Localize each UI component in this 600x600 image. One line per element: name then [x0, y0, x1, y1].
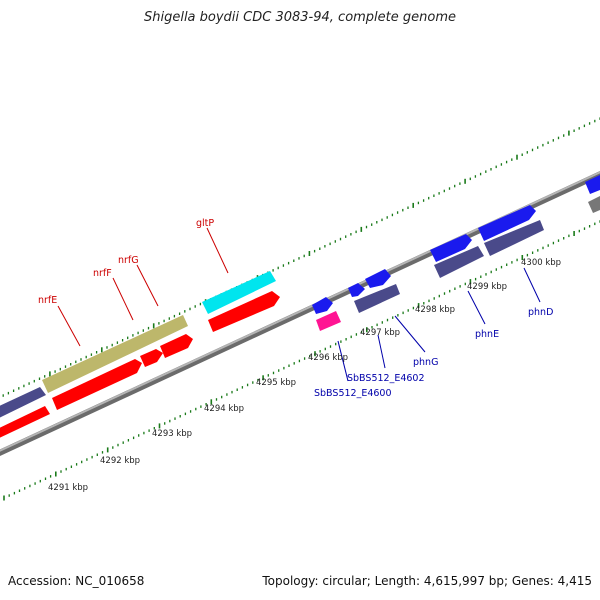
feature-olive [42, 315, 188, 393]
leader-phnE [467, 290, 486, 325]
scale-label: 4292 kbp [100, 456, 140, 466]
leader-phnG [394, 315, 426, 353]
cds-navy-phn-1 [434, 246, 484, 278]
cds-blue-phn-2 [478, 205, 536, 241]
map-title: Shigella boydii CDC 3083-94, complete ge… [143, 10, 457, 25]
feature-cyan [202, 271, 276, 314]
tick-row-top [2, 117, 600, 397]
gene-label-E4602: SbBS512_E4602 [347, 373, 425, 384]
leader-lines [57, 227, 541, 382]
genome-summary-text: Topology: circular; Length: 4,615,997 bp… [262, 574, 592, 588]
cds-blue-small-3 [365, 269, 391, 288]
gene-label-gltP: gltP [196, 218, 214, 229]
feature-blocks [0, 175, 600, 438]
cds-red-left [0, 406, 50, 438]
gene-label-E4600: SbBS512_E4600 [314, 388, 392, 399]
gene-label-nrfG: nrfG [118, 255, 139, 266]
scale-label: 4298 kbp [415, 305, 455, 315]
leader-gltP [206, 227, 229, 274]
feature-magenta [316, 311, 341, 331]
tick-row-bottom [3, 220, 600, 501]
scale-label: 4295 kbp [256, 378, 296, 388]
leader-nrfG [136, 264, 159, 307]
cds-navy-mid [354, 284, 400, 313]
leader-phnD [523, 267, 541, 303]
scale-label: 4291 kbp [48, 483, 88, 493]
gene-label-phnD: phnD [528, 307, 553, 318]
scale-label: 4294 kbp [204, 404, 244, 414]
cds-blue-phn-1 [430, 234, 472, 262]
leader-E4600 [337, 340, 349, 382]
leader-E4602 [377, 334, 386, 369]
cds-gray-edge [588, 196, 600, 213]
cds-navy-left [0, 387, 46, 418]
cds-red-2 [140, 349, 163, 367]
cds-blue-small-1 [312, 297, 333, 314]
cds-blue-edge [585, 175, 600, 194]
scale-label: 4297 kbp [360, 328, 400, 338]
accession-text: Accession: NC_010658 [8, 574, 145, 588]
scale-label: 4296 kbp [308, 353, 348, 363]
scale-label: 4299 kbp [467, 282, 507, 292]
gene-label-nrfE: nrfE [38, 295, 57, 306]
gene-label-nrfF: nrfF [93, 268, 112, 279]
scale-label: 4293 kbp [152, 429, 192, 439]
cds-red-1 [52, 359, 142, 410]
cds-blue-small-2 [348, 283, 365, 297]
cds-red-gltP [208, 291, 280, 332]
cds-navy-phn-2 [484, 220, 544, 256]
gene-label-phnG: phnG [413, 357, 438, 368]
gene-label-phnE: phnE [475, 329, 499, 340]
leader-nrfF [112, 277, 134, 321]
leader-nrfE [57, 305, 81, 347]
scale-label: 4300 kbp [521, 258, 561, 268]
cds-red-3 [160, 334, 193, 358]
